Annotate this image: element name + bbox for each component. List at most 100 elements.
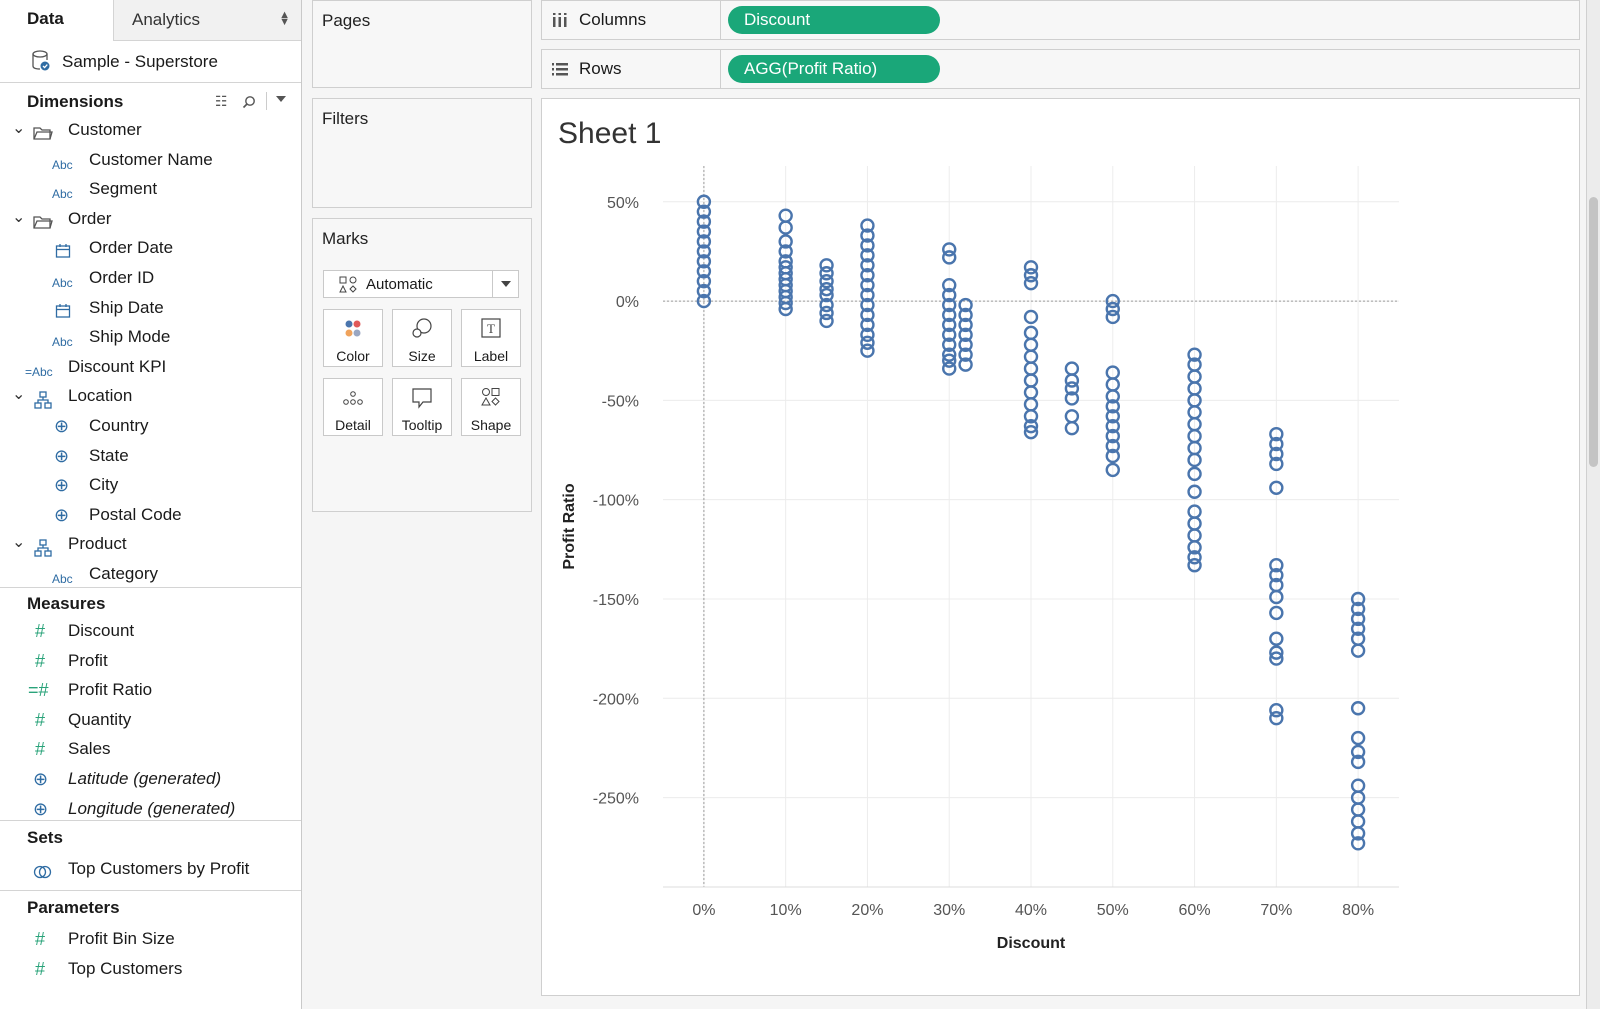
size-label: Size bbox=[408, 348, 436, 364]
data-point bbox=[1105, 428, 1120, 444]
pages-title: Pages bbox=[322, 11, 371, 30]
data-point bbox=[958, 327, 973, 343]
field-sales[interactable]: # Sales bbox=[0, 739, 301, 767]
pages-card[interactable]: Pages bbox=[312, 0, 532, 88]
data-point bbox=[778, 234, 793, 249]
data-point bbox=[1064, 361, 1080, 376]
data-point bbox=[942, 337, 957, 352]
discount-pill[interactable]: Discount bbox=[728, 6, 940, 34]
data-point bbox=[860, 228, 875, 243]
tab-data[interactable]: Data bbox=[0, 0, 114, 41]
chevron-down-icon[interactable]: ⌄ bbox=[12, 120, 26, 137]
columns-shelf[interactable]: Columns Discount bbox=[541, 0, 1580, 40]
data-point bbox=[696, 244, 712, 259]
field-label: State bbox=[89, 445, 129, 465]
chevron-down-icon[interactable]: ⌄ bbox=[12, 208, 26, 226]
field-label: Profit bbox=[68, 650, 108, 670]
field-label: Discount bbox=[68, 621, 135, 640]
field-location[interactable]: ⌄ Location bbox=[0, 386, 301, 414]
profit-ratio-pill[interactable]: AGG(Profit Ratio) bbox=[728, 55, 940, 83]
data-point bbox=[1023, 409, 1039, 424]
field-postal-code[interactable]: ⊕ Postal Code bbox=[0, 505, 301, 533]
chevron-down-icon[interactable]: ⌄ bbox=[12, 534, 26, 552]
field-discount-kpi[interactable]: =Abc Discount KPI bbox=[0, 357, 301, 385]
data-point bbox=[696, 293, 712, 309]
detail-button[interactable]: Detail bbox=[323, 378, 383, 436]
shape-button[interactable]: Shape bbox=[461, 378, 521, 436]
field-product[interactable]: ⌄ Product bbox=[0, 534, 301, 562]
mark-type-label: Automatic bbox=[366, 276, 433, 293]
chevron-down-icon[interactable] bbox=[492, 271, 518, 297]
filters-card[interactable]: Filters bbox=[312, 98, 532, 208]
string-type-icon: Abc bbox=[52, 187, 73, 202]
parameter-item[interactable]: # Profit Bin Size bbox=[0, 929, 301, 957]
data-point bbox=[1350, 836, 1366, 851]
data-point bbox=[819, 297, 834, 313]
field-longitude-generated[interactable]: ⊕ Longitude (generated) bbox=[0, 798, 301, 819]
set-item[interactable]: Top Customers by Profit bbox=[0, 859, 301, 887]
field-order-date[interactable]: Order Date bbox=[0, 238, 301, 266]
data-point bbox=[1350, 701, 1366, 716]
columns-shelf-label: Columns bbox=[542, 1, 721, 39]
data-point bbox=[860, 277, 875, 293]
pane-menu-icon[interactable] bbox=[276, 96, 286, 102]
field-state[interactable]: ⊕ State bbox=[0, 445, 301, 474]
tooltip-icon bbox=[412, 388, 432, 409]
data-point bbox=[1269, 456, 1284, 472]
calendar-icon bbox=[55, 303, 71, 322]
vertical-scrollbar[interactable] bbox=[1586, 0, 1600, 1009]
divider bbox=[0, 820, 301, 821]
sheet-title[interactable]: Sheet 1 bbox=[558, 117, 662, 150]
size-button[interactable]: Size bbox=[392, 309, 452, 367]
field-label: Product bbox=[68, 534, 127, 554]
field-label: Longitude (generated) bbox=[68, 798, 236, 818]
scrollbar-thumb[interactable] bbox=[1589, 197, 1598, 467]
data-point bbox=[942, 287, 957, 303]
parameter-item-label: Top Customers bbox=[68, 959, 183, 978]
divider bbox=[0, 890, 301, 891]
data-point bbox=[819, 266, 834, 281]
field-order[interactable]: ⌄ Order bbox=[0, 208, 301, 237]
list-view-icon[interactable]: ☷ bbox=[215, 93, 228, 109]
data-point bbox=[819, 274, 834, 289]
field-segment[interactable]: Abc Segment bbox=[0, 179, 301, 207]
marks-card: Marks Automatic Color Size T Label D bbox=[312, 218, 532, 512]
scatter-chart[interactable]: 0% 10% 20% 30% 40% 50% 60% 70% 80% 50% 0% -50% -100%… bbox=[542, 99, 1579, 995]
field-customer-name[interactable]: Abc Customer Name bbox=[0, 150, 301, 178]
field-order-id[interactable]: Abc Order ID bbox=[0, 268, 301, 296]
x-tick-label: 30% bbox=[933, 902, 965, 919]
data-point bbox=[860, 327, 875, 343]
data-point bbox=[1105, 293, 1120, 309]
field-city[interactable]: ⊕ City bbox=[0, 475, 301, 503]
color-button[interactable]: Color bbox=[323, 309, 383, 367]
field-customer[interactable]: ⌄ Customer bbox=[0, 120, 301, 148]
data-point bbox=[778, 220, 793, 235]
field-country[interactable]: ⊕ Country bbox=[0, 416, 301, 444]
data-point bbox=[819, 258, 834, 273]
field-quantity[interactable]: # Quantity bbox=[0, 710, 301, 738]
search-icon[interactable] bbox=[242, 95, 256, 109]
field-ship-mode[interactable]: Abc Ship Mode bbox=[0, 327, 301, 355]
tab-analytics[interactable]: Analytics ▲ ▼ bbox=[114, 0, 301, 41]
field-profit[interactable]: # Profit bbox=[0, 650, 301, 679]
field-discount[interactable]: # Discount bbox=[0, 621, 301, 649]
chevron-down-icon[interactable]: ⌄ bbox=[12, 386, 26, 404]
calculated-number-icon: =# bbox=[28, 680, 49, 701]
parameter-item[interactable]: # Top Customers bbox=[0, 959, 301, 987]
field-profit-ratio[interactable]: =# Profit Ratio bbox=[0, 680, 301, 708]
field-latitude-generated[interactable]: ⊕ Latitude (generated) bbox=[0, 769, 301, 797]
data-point bbox=[696, 204, 712, 219]
label-button[interactable]: T Label bbox=[461, 309, 521, 367]
data-point bbox=[942, 353, 957, 368]
field-category[interactable]: Abc Category bbox=[0, 564, 301, 586]
field-ship-date[interactable]: Ship Date bbox=[0, 298, 301, 326]
x-axis-title: Discount bbox=[997, 935, 1066, 952]
mark-type-select[interactable]: Automatic bbox=[323, 270, 519, 298]
tooltip-button[interactable]: Tooltip bbox=[392, 378, 452, 436]
data-point bbox=[1350, 611, 1366, 627]
globe-icon: ⊕ bbox=[54, 475, 70, 496]
datasource-row[interactable]: Sample - Superstore bbox=[0, 41, 301, 83]
y-tick-label: -250% bbox=[593, 791, 639, 808]
color-label: Color bbox=[336, 348, 370, 364]
rows-shelf[interactable]: Rows AGG(Profit Ratio) bbox=[541, 49, 1580, 89]
